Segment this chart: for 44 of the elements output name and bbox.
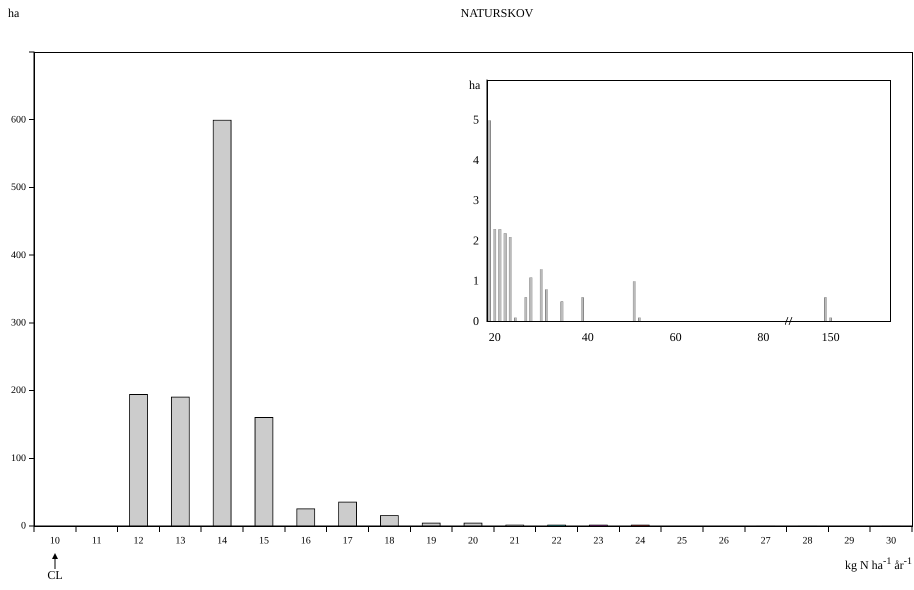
y-tick-label: 400 (11, 250, 26, 261)
x-tick-label: 12 (134, 536, 144, 547)
y-axis-title: ha (8, 6, 20, 21)
x-tick-label: 26 (718, 536, 729, 547)
y-tick-label: 100 (11, 452, 26, 464)
x-tick-label: 60 (670, 330, 682, 344)
x-tick-label: 19 (426, 536, 436, 547)
y-tick-label: 1 (473, 274, 479, 288)
x-tick-label: 18 (384, 536, 394, 547)
y-tick-label: 300 (11, 317, 26, 328)
x-tick-label: 24 (635, 536, 646, 547)
x-tick-label: 40 (582, 330, 594, 344)
chart-title: NATURSKOV (460, 6, 534, 20)
x-tick-label: 28 (802, 536, 812, 547)
x-tick-label: 14 (217, 536, 228, 547)
y-tick-label: 4 (473, 152, 479, 167)
y-tick-label: 2 (473, 233, 479, 248)
x-tick-label: 30 (886, 536, 896, 547)
y-tick-label: 500 (11, 182, 26, 194)
y-tick-label: 600 (11, 114, 26, 126)
y-tick-label: 0 (21, 520, 26, 532)
x-tick-label: 20 (468, 536, 478, 547)
x-tick-label: 17 (342, 536, 353, 547)
x-tick-label: 80 (757, 330, 770, 344)
x-tick-label: 27 (760, 536, 771, 547)
x-tick-label: 23 (593, 536, 604, 547)
text: CL (47, 568, 63, 583)
y-tick-label: 5 (473, 112, 479, 127)
y-axis-title: ha (469, 78, 480, 94)
x-tick-label: 16 (300, 536, 311, 547)
x-tick-label: 29 (844, 536, 854, 547)
y-tick-label: 3 (473, 193, 479, 208)
x-tick-label: 25 (677, 536, 688, 547)
x-axis-title: kg N ha$^{-1}$ år$^{-1}$ (844, 556, 912, 573)
x-tick-label: 22 (552, 536, 562, 547)
x-tick-label: 15 (258, 536, 269, 547)
x-tick-label: 21 (510, 536, 520, 547)
x-tick-label: 11 (92, 536, 102, 547)
x-tick-label: 20 (488, 330, 501, 344)
x-tick-label: 10 (50, 536, 60, 547)
x-tick-label: 13 (175, 536, 186, 547)
y-tick-label: 200 (11, 385, 26, 396)
x-tick-label: 150 (822, 330, 840, 344)
y-tick-label: 0 (473, 314, 479, 328)
